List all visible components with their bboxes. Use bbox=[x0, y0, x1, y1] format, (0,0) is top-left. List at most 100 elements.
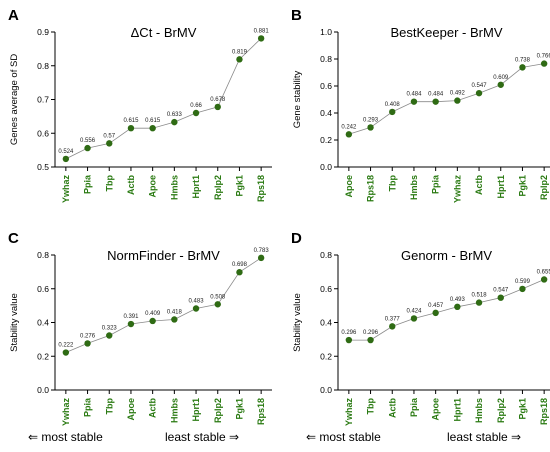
data-point bbox=[62, 349, 70, 356]
footer-left: ⇐ most stable least stable ⇒ bbox=[28, 430, 239, 444]
data-label: 0.547 bbox=[472, 83, 488, 89]
data-point bbox=[497, 294, 504, 301]
data-label: 0.766 bbox=[537, 54, 550, 60]
data-point bbox=[192, 109, 200, 117]
y-tick-label: 0.0 bbox=[37, 385, 49, 395]
data-label: 0.484 bbox=[428, 92, 444, 98]
category-label: Hmbs bbox=[474, 398, 484, 423]
category-label: Tbp bbox=[104, 175, 114, 192]
data-label: 0.242 bbox=[341, 124, 357, 130]
data-point bbox=[106, 140, 113, 147]
data-point bbox=[257, 35, 265, 42]
data-label: 0.508 bbox=[210, 294, 226, 300]
category-label: Hprt1 bbox=[191, 398, 201, 422]
category-label: Ywhaz bbox=[61, 398, 71, 427]
data-label: 0.409 bbox=[145, 311, 161, 317]
data-point bbox=[127, 124, 135, 132]
y-tick-label: 0.6 bbox=[37, 284, 49, 294]
data-label: 0.57 bbox=[103, 133, 115, 139]
data-point bbox=[475, 299, 483, 306]
category-label: Tbp bbox=[387, 175, 397, 192]
panel-letter: A bbox=[8, 7, 19, 24]
data-label: 0.424 bbox=[406, 308, 422, 314]
data-point bbox=[432, 98, 439, 105]
data-point bbox=[519, 64, 526, 71]
y-tick-label: 0.5 bbox=[37, 162, 49, 172]
category-label: Rps18 bbox=[539, 398, 549, 425]
data-point bbox=[106, 332, 113, 339]
data-label: 0.457 bbox=[428, 303, 444, 309]
category-label: Ywhaz bbox=[61, 175, 71, 204]
data-point bbox=[454, 97, 461, 104]
chart-title: Genorm - BrMV bbox=[401, 248, 492, 263]
footer-right-least-stable: least stable ⇒ bbox=[447, 430, 521, 444]
data-point bbox=[432, 309, 439, 317]
y-tick-label: 0.6 bbox=[320, 81, 332, 91]
data-label: 0.492 bbox=[450, 91, 466, 97]
data-point bbox=[345, 336, 353, 344]
category-label: Pgk1 bbox=[234, 398, 244, 420]
y-tick-label: 0.6 bbox=[37, 128, 49, 138]
y-tick-label: 0.2 bbox=[37, 351, 49, 361]
data-point bbox=[497, 81, 504, 88]
data-point bbox=[127, 320, 135, 328]
y-tick-label: 0.8 bbox=[37, 250, 49, 260]
data-point bbox=[367, 124, 374, 131]
y-tick-label: 0.7 bbox=[37, 95, 49, 105]
category-label: Rps18 bbox=[366, 175, 376, 202]
chart-title: ΔCt - BrMV bbox=[131, 25, 197, 40]
footer-left-least-stable: least stable ⇒ bbox=[165, 430, 239, 444]
data-point bbox=[367, 336, 374, 344]
data-point bbox=[171, 118, 178, 126]
data-label: 0.556 bbox=[80, 138, 96, 144]
data-label: 0.599 bbox=[515, 279, 531, 285]
data-label: 0.819 bbox=[232, 49, 248, 55]
category-label: Rps18 bbox=[256, 175, 266, 202]
data-label: 0.518 bbox=[472, 293, 488, 299]
data-point bbox=[389, 323, 396, 330]
data-point bbox=[214, 301, 221, 308]
data-label: 0.615 bbox=[145, 118, 161, 124]
footer-left-most-stable: ⇐ most stable bbox=[28, 430, 103, 444]
data-label: 0.698 bbox=[232, 262, 248, 268]
y-axis-label: Gene stability bbox=[292, 70, 303, 128]
panel-a: A ΔCt - BrMV Genes average of SD 0.5 0.6 0.7 0… bbox=[8, 7, 272, 203]
category-label: Pgk1 bbox=[517, 398, 527, 420]
y-axis-label: Stability value bbox=[9, 293, 20, 352]
data-point bbox=[84, 340, 91, 347]
category-label: Actb bbox=[474, 174, 484, 195]
panel-letter: D bbox=[291, 230, 302, 247]
data-label: 0.783 bbox=[254, 248, 270, 254]
category-label: Ppia bbox=[431, 174, 441, 194]
y-tick-label: 1.0 bbox=[320, 27, 332, 37]
data-point bbox=[345, 131, 353, 138]
category-label: Apoe bbox=[344, 175, 354, 198]
category-label: Apoe bbox=[148, 175, 158, 198]
data-point bbox=[540, 276, 548, 283]
category-label: Actb bbox=[387, 397, 397, 418]
chart-title: BestKeeper - BrMV bbox=[391, 25, 503, 40]
data-label: 0.66 bbox=[190, 103, 202, 109]
series-line bbox=[65, 257, 262, 353]
panel-c: C NormFinder - BrMV Stability value 0.0 0.2 0… bbox=[8, 230, 272, 426]
data-label: 0.293 bbox=[363, 117, 379, 123]
y-axis-label: Genes average of SD bbox=[9, 54, 20, 145]
y-tick-label: 0.9 bbox=[37, 27, 49, 37]
category-label: Ppia bbox=[83, 174, 93, 194]
data-label: 0.609 bbox=[493, 75, 509, 81]
series-line bbox=[348, 63, 545, 135]
data-label: 0.738 bbox=[515, 57, 531, 63]
data-point bbox=[257, 254, 265, 262]
y-tick-label: 0.2 bbox=[320, 351, 332, 361]
category-label: Pgk1 bbox=[517, 175, 527, 197]
category-label: Rplp2 bbox=[496, 398, 506, 423]
data-label: 0.484 bbox=[406, 92, 422, 98]
data-label: 0.408 bbox=[385, 102, 401, 108]
data-point bbox=[410, 98, 418, 105]
data-label: 0.483 bbox=[189, 298, 205, 304]
y-tick-label: 0.4 bbox=[37, 318, 49, 328]
category-label: Apoe bbox=[126, 398, 136, 421]
series-line bbox=[348, 279, 545, 341]
data-point bbox=[214, 103, 221, 111]
data-point bbox=[519, 285, 526, 293]
